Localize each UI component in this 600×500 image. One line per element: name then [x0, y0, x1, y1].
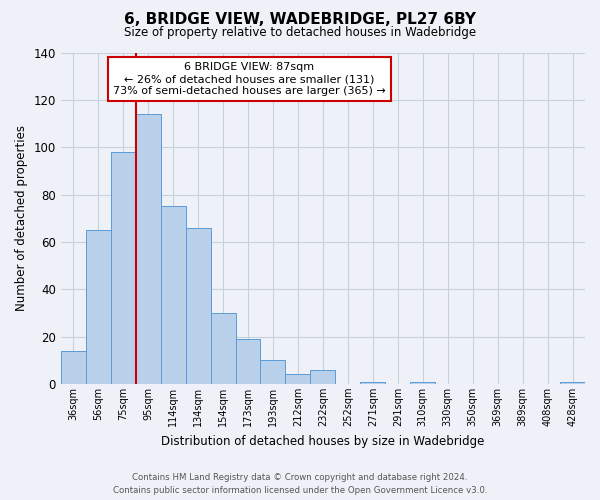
Bar	[136, 114, 161, 384]
Bar	[111, 152, 136, 384]
Y-axis label: Number of detached properties: Number of detached properties	[15, 125, 28, 311]
Bar	[560, 382, 585, 384]
Bar	[236, 339, 260, 384]
Text: 6 BRIDGE VIEW: 87sqm
← 26% of detached houses are smaller (131)
73% of semi-deta: 6 BRIDGE VIEW: 87sqm ← 26% of detached h…	[113, 62, 386, 96]
Bar	[161, 206, 185, 384]
Bar	[410, 382, 435, 384]
Bar	[185, 228, 211, 384]
Bar	[211, 313, 236, 384]
Text: 6, BRIDGE VIEW, WADEBRIDGE, PL27 6BY: 6, BRIDGE VIEW, WADEBRIDGE, PL27 6BY	[124, 12, 476, 28]
Text: Contains HM Land Registry data © Crown copyright and database right 2024.
Contai: Contains HM Land Registry data © Crown c…	[113, 474, 487, 495]
Bar	[260, 360, 286, 384]
Bar	[361, 382, 385, 384]
Bar	[86, 230, 111, 384]
Text: Size of property relative to detached houses in Wadebridge: Size of property relative to detached ho…	[124, 26, 476, 39]
Bar	[61, 351, 86, 384]
X-axis label: Distribution of detached houses by size in Wadebridge: Distribution of detached houses by size …	[161, 434, 485, 448]
Bar	[286, 374, 310, 384]
Bar	[310, 370, 335, 384]
